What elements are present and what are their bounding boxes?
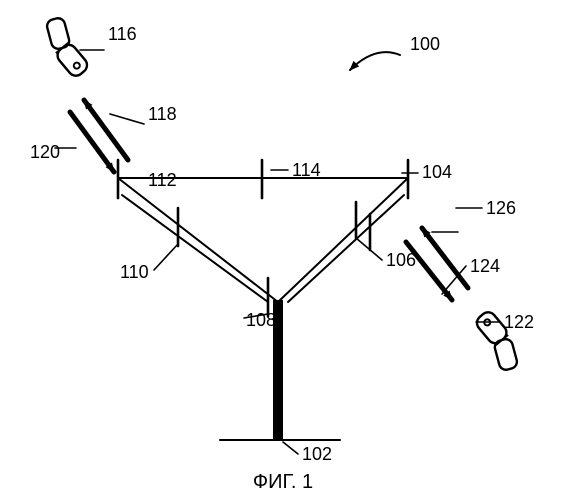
ref-label: 118 <box>148 104 177 124</box>
ref-label: 100 <box>410 34 440 54</box>
ref-label: 116 <box>108 24 137 44</box>
leader-line <box>110 114 144 124</box>
ref-label: 104 <box>422 162 452 182</box>
ref-label: 120 <box>30 142 60 162</box>
arrow-120 <box>70 112 114 172</box>
tower-diagonal <box>118 178 278 302</box>
arrow-126 <box>422 228 468 288</box>
figure-caption: ФИГ. 1 <box>253 471 313 493</box>
ref-label: 110 <box>120 262 149 282</box>
ref-label: 126 <box>486 198 516 218</box>
ref-label: 114 <box>292 160 321 180</box>
ref-label: 122 <box>504 312 534 332</box>
tower-diagonal <box>288 195 404 302</box>
figure-diagram: 100 116 118 120 112 114 104 110 108 106 102 122 126 1… <box>0 0 567 500</box>
ref-label: 106 <box>386 250 416 270</box>
ref-label: 102 <box>302 444 332 464</box>
leader-line <box>283 442 298 454</box>
ref-label: 112 <box>148 170 177 190</box>
tower-diagonal <box>122 195 268 302</box>
arrow-118 <box>84 100 128 160</box>
ref-label: 124 <box>470 256 500 276</box>
phone-icon-left <box>34 11 98 79</box>
ref-label: 108 <box>246 310 276 330</box>
pointer-100 <box>350 52 400 70</box>
leader-line <box>154 244 178 270</box>
tower-diagonal <box>278 178 408 302</box>
